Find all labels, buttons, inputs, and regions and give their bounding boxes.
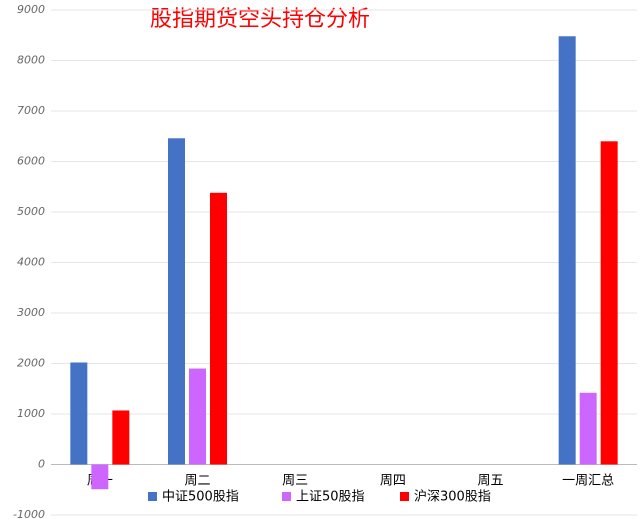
bar [579,392,597,465]
y-tick-label: -1000 [13,508,45,519]
legend-swatch [282,492,291,501]
chart-title: 股指期货空头持仓分析 [150,7,370,32]
x-tick-label: 周三 [282,474,308,489]
bar [112,410,130,465]
y-tick-label: 5000 [17,205,45,218]
y-tick-label: 4000 [17,256,45,269]
y-tick-label: 7000 [17,104,45,117]
y-tick-label: 9000 [17,3,45,16]
bar [91,464,109,490]
legend-swatch [400,492,409,501]
bar [600,141,618,465]
y-tick-label: 6000 [17,155,45,168]
legend-label: 沪深300股指 [414,489,491,505]
legend-label: 中证500股指 [162,490,239,505]
x-tick-label: 周四 [380,474,406,489]
y-tick-label: 1000 [17,407,45,420]
y-tick-label: 2000 [17,357,45,370]
y-tick-label: 3000 [17,306,45,319]
bar [558,36,576,465]
bar [70,362,88,465]
y-tick-label: 8000 [17,54,45,67]
x-tick-label: 一周汇总 [562,474,614,489]
x-tick-label: 周五 [477,474,503,489]
bar [189,368,206,465]
bar [210,192,227,465]
y-tick-label: 0 [38,458,45,471]
legend-swatch [148,492,157,501]
bar [168,138,185,465]
x-tick-label: 周二 [184,474,210,489]
legend-label: 上证50股指 [296,490,365,505]
